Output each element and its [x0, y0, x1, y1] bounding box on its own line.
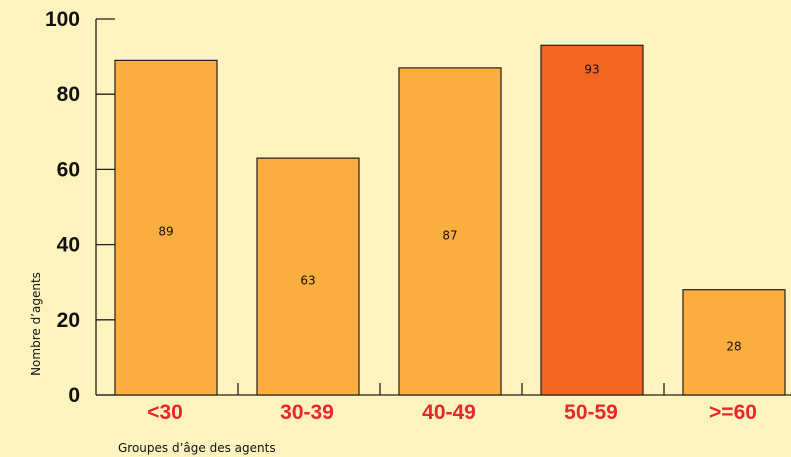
- bar-value-label: 89: [158, 225, 173, 239]
- bars-group: [114, 44, 786, 396]
- bar-value-label: 87: [442, 228, 457, 242]
- x-category-label: 50-59: [564, 401, 618, 424]
- bar-30: [114, 59, 218, 396]
- x-axis-ticks: <30 30-39 40-49 50-59 >=60: [147, 383, 757, 424]
- y-tick-label: 20: [57, 309, 80, 332]
- bar-5059: [540, 44, 644, 396]
- y-axis-ticks: 0 20 40 60 80 100: [45, 8, 115, 407]
- y-tick-label: 100: [45, 8, 80, 31]
- x-category-label: 40-49: [422, 401, 476, 424]
- x-axis-title: Groupes d’âge des agents: [118, 441, 276, 455]
- y-axis-title: Nombre d’agents: [29, 272, 43, 376]
- x-category-label: >=60: [709, 401, 757, 424]
- bar-value-label: 93: [584, 62, 599, 76]
- x-category-label: <30: [147, 401, 183, 424]
- bar-value-labels: 89 63 87 93 28: [158, 62, 741, 353]
- y-tick-label: 60: [57, 158, 80, 181]
- bar-60: [682, 289, 786, 396]
- bar-value-label: 63: [300, 274, 315, 288]
- bar-4049: [398, 67, 502, 396]
- x-category-label: 30-39: [280, 401, 334, 424]
- y-tick-label: 40: [57, 234, 80, 257]
- y-tick-label: 80: [57, 83, 80, 106]
- bar-value-label: 28: [726, 339, 741, 353]
- bar-3039: [256, 157, 360, 396]
- y-tick-label: 0: [68, 384, 80, 407]
